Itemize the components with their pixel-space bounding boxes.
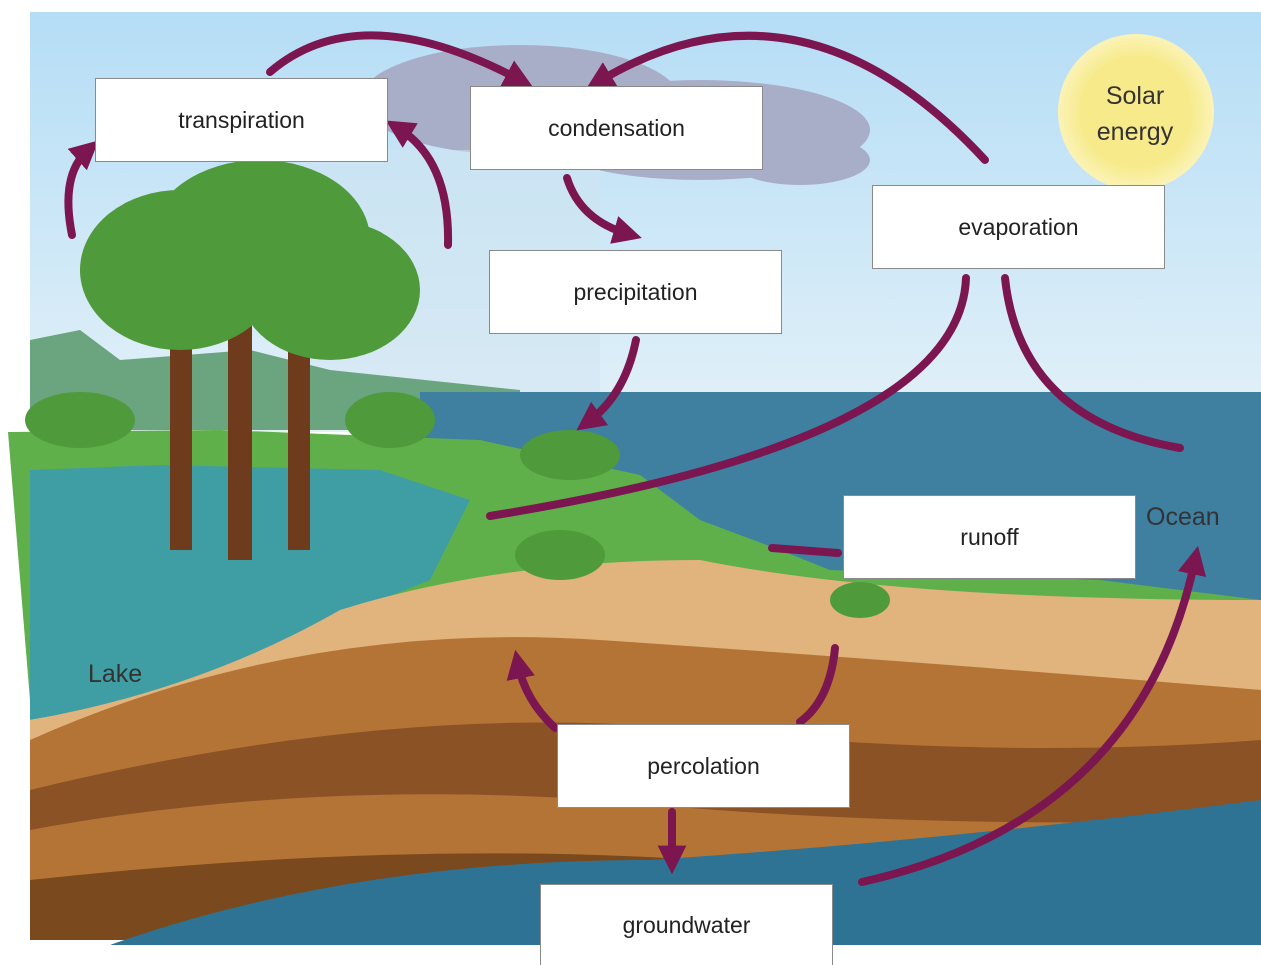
label-box: runoff — [843, 495, 1136, 579]
sun-label: Solar energy — [1085, 78, 1185, 150]
label-box: condensation — [470, 86, 763, 170]
lake-label: Lake — [88, 660, 142, 689]
ocean-label: Ocean — [1146, 503, 1220, 532]
label-box: groundwater — [540, 884, 833, 965]
label-box: evaporation — [872, 185, 1165, 269]
label-box: precipitation — [489, 250, 782, 334]
label-box: percolation — [557, 724, 850, 808]
page: transpiration condensation precipitation… — [0, 0, 1261, 965]
label-box: transpiration — [95, 78, 388, 162]
